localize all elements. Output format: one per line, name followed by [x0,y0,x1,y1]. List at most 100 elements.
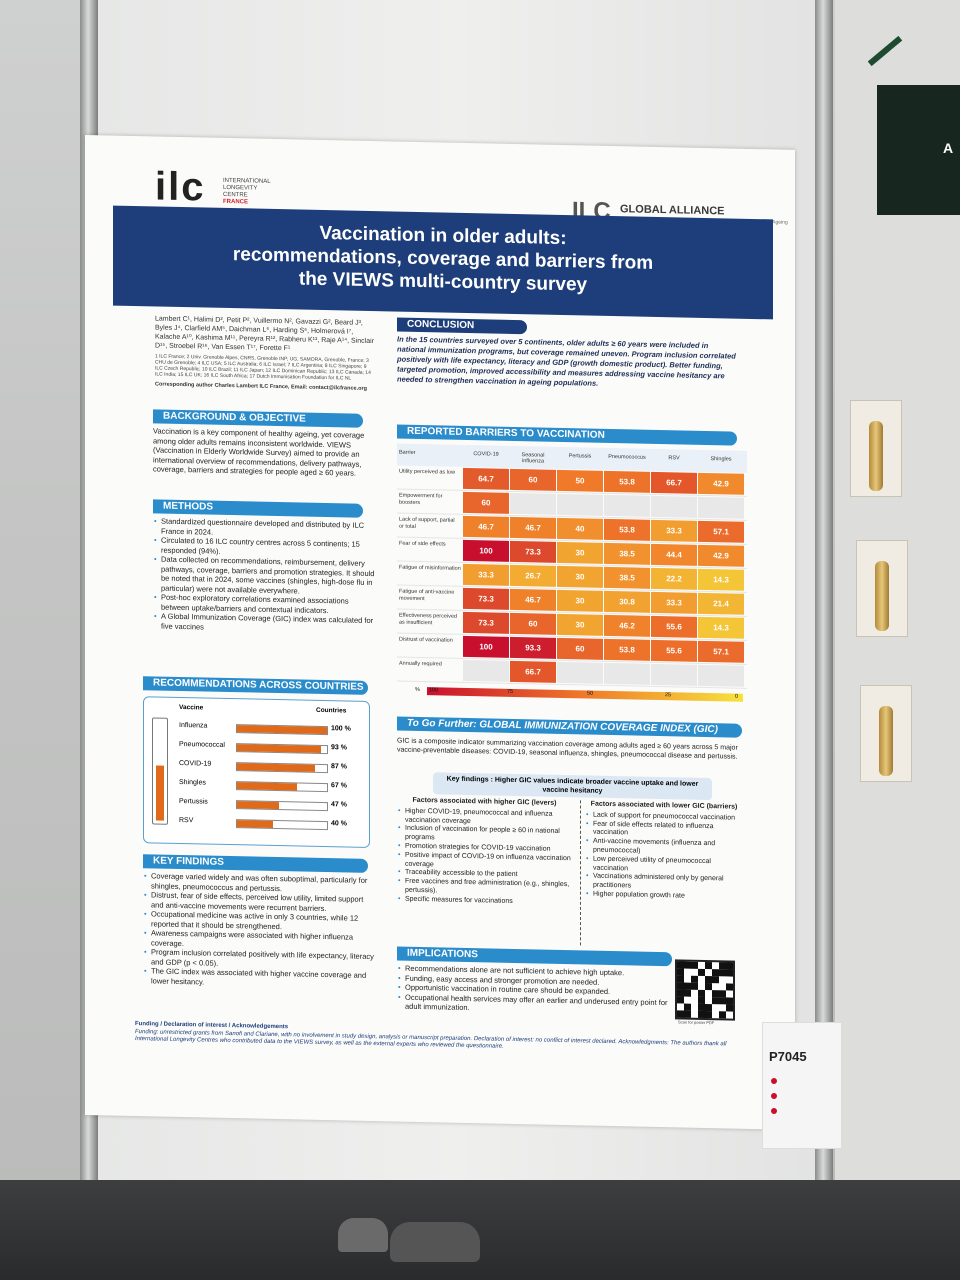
implications-list: Recommendations alone are not sufficient… [397,964,675,1017]
barriers-heatmap: Barrier COVID-19 Seasonal influenza Pert… [397,443,747,689]
heatmap-cell: 73.3 [463,587,509,610]
scale-label: 75 [507,688,514,695]
barrier-label: Effectiveness perceived as insufficient [399,612,457,627]
barriers-title: Factors associated with lower GIC (barri… [590,800,738,811]
coverage-fill [237,801,280,810]
heatmap-cell: 100 [463,635,509,658]
coverage-fill [237,744,321,753]
methods-list: Standardized questionnaire developed and… [153,516,376,635]
barrier-label: Annually required [399,660,442,668]
coverage-percent: 87 % [331,763,347,771]
color-scale: % 100 75 50 25 0 [397,687,747,702]
heatmap-cell: 38.5 [604,542,650,565]
ilc-logo-subtitle: INTERNATIONAL LONGEVITY CENTRE FRANCE [223,177,271,206]
syringe-icon [152,717,168,825]
coverage-percent: 67 % [331,782,347,790]
qr-module [726,1011,733,1018]
scale-label: 25 [665,692,672,699]
recommendations-header: RECOMMENDATIONS ACROSS COUNTRIES [143,676,368,695]
barrier-label: Fear of side effects [399,540,446,548]
coverage-fill [237,782,298,791]
conclusion-header: CONCLUSION [397,317,527,335]
author-block: Lambert C¹, Halimi D², Petit P², Vuiller… [155,314,375,394]
list-item: The GIC index was associated with higher… [151,966,376,990]
heatmap-cell: 50 [557,469,603,492]
scale-label: 100 [429,687,439,694]
affiliations: 1 ILC France; 2 Univ. Grenoble Alpes, CN… [155,353,371,382]
heatmap-cell: 53.8 [604,638,650,661]
col-header: Pertussis [568,453,592,460]
heatmap-cell-empty [604,494,650,517]
qr-module [677,1010,684,1018]
barrier-label: Fatigue of misinformation [399,564,461,572]
barriers-column: Factors associated with lower GIC (barri… [585,800,743,902]
heatmap-cell: 46.7 [510,516,556,539]
heatmap-cell: 46.2 [604,614,650,637]
heatmap-cell: 73.3 [463,611,509,634]
heatmap-cell-empty [557,661,603,684]
coverage-percent: 47 % [331,801,347,809]
conclusion-text: In the 15 countries surveyed over 5 cont… [397,334,736,388]
heatmap-cell: 30.8 [604,590,650,613]
heatmap-cell: 73.3 [510,540,556,563]
heatmap-cell: 33.3 [463,563,509,586]
countries-col-header: Countries [316,706,347,715]
vaccine-name: Shingles [179,778,206,787]
scale-label: % [415,686,420,694]
coverage-track [236,800,328,812]
background-text: Vaccination is a key component of health… [153,426,365,478]
heatmap-cell-empty [463,659,509,682]
coverage-track [236,724,328,736]
heatmap-cell: 44.4 [651,543,697,566]
heatmap-cell-empty [651,663,697,686]
heatmap-cell: 33.3 [651,591,697,614]
coverage-track [236,743,328,755]
authors: Lambert C¹, Halimi D², Petit P², Vuiller… [155,315,374,353]
red-dot-icon [771,1078,777,1084]
poster-title: Vaccination in older adults: recommendat… [232,222,654,296]
list-item: Data collected on recommendations, reimb… [161,555,376,598]
heatmap-cell: 40 [557,517,603,540]
barriers-header: REPORTED BARRIERS TO VACCINATION [397,424,737,446]
qr-caption: Scan for poster PDF [678,1019,715,1026]
col-header: Pneumococcus [608,453,646,461]
coverage-fill [237,763,316,772]
tag [850,400,902,497]
vaccine-name: COVID-19 [179,759,212,768]
recommendation-row: Influenza 100 % [179,720,369,737]
heatmap-cell: 55.6 [651,615,697,638]
levers-column: Factors associated with higher GIC (leve… [397,797,572,908]
heatmap-cell: 42.9 [698,472,744,495]
key-findings-list: Coverage varied widely and was often sub… [143,871,376,990]
heatmap-cell: 46.7 [510,588,556,611]
qr-code-icon[interactable] [675,959,735,1021]
heatmap-cell: 57.1 [698,520,744,543]
heatmap-cell: 38.5 [604,566,650,589]
heatmap-corner: Barrier [399,449,416,456]
qr-module [719,1011,726,1019]
heatmap-cell: 33.3 [651,519,697,542]
poster-id-card: P7045 [762,1022,842,1149]
coverage-track [236,781,328,793]
qr-module [712,1011,719,1018]
vaccine-name: Pertussis [179,797,208,806]
floor [0,1180,960,1280]
recommendation-row: COVID-19 87 % [179,758,369,775]
heatmap-cell-empty [698,496,744,519]
qr-module [691,1011,698,1018]
heatmap-cell: 30 [557,565,603,588]
coverage-fill [237,725,327,735]
title-banner: Vaccination in older adults: recommendat… [113,205,773,320]
barrier-label: Empowerment for boosters [399,492,443,507]
heatmap-cell: 60 [510,612,556,635]
poster: ilc INTERNATIONAL LONGEVITY CENTRE FRANCE I… [85,135,795,1130]
heatmap-cell-empty [510,492,556,515]
key-findings-header: KEY FINDINGS [143,854,368,873]
scale-label: 50 [587,690,594,697]
coverage-track [236,819,328,831]
col-header: Seasonal influenza [521,452,545,465]
heatmap-cell: 60 [510,468,556,491]
col-header: COVID-19 [473,451,499,458]
alliance-logo-title: GLOBAL ALLIANCE [620,203,725,218]
heatmap-cell-empty [604,662,650,685]
